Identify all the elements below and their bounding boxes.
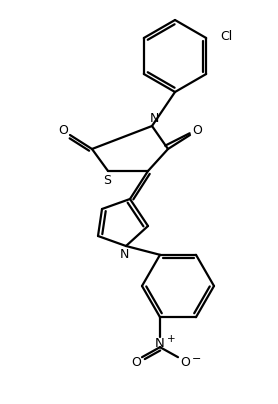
Text: O: O bbox=[58, 124, 68, 137]
Text: O: O bbox=[192, 124, 202, 137]
Text: O: O bbox=[131, 356, 141, 369]
Text: Cl: Cl bbox=[220, 29, 232, 42]
Text: N: N bbox=[119, 248, 129, 261]
Text: −: − bbox=[192, 354, 201, 364]
Text: N: N bbox=[155, 337, 165, 350]
Text: O: O bbox=[180, 356, 190, 369]
Text: S: S bbox=[103, 173, 111, 187]
Text: N: N bbox=[149, 112, 159, 126]
Text: +: + bbox=[167, 334, 176, 344]
